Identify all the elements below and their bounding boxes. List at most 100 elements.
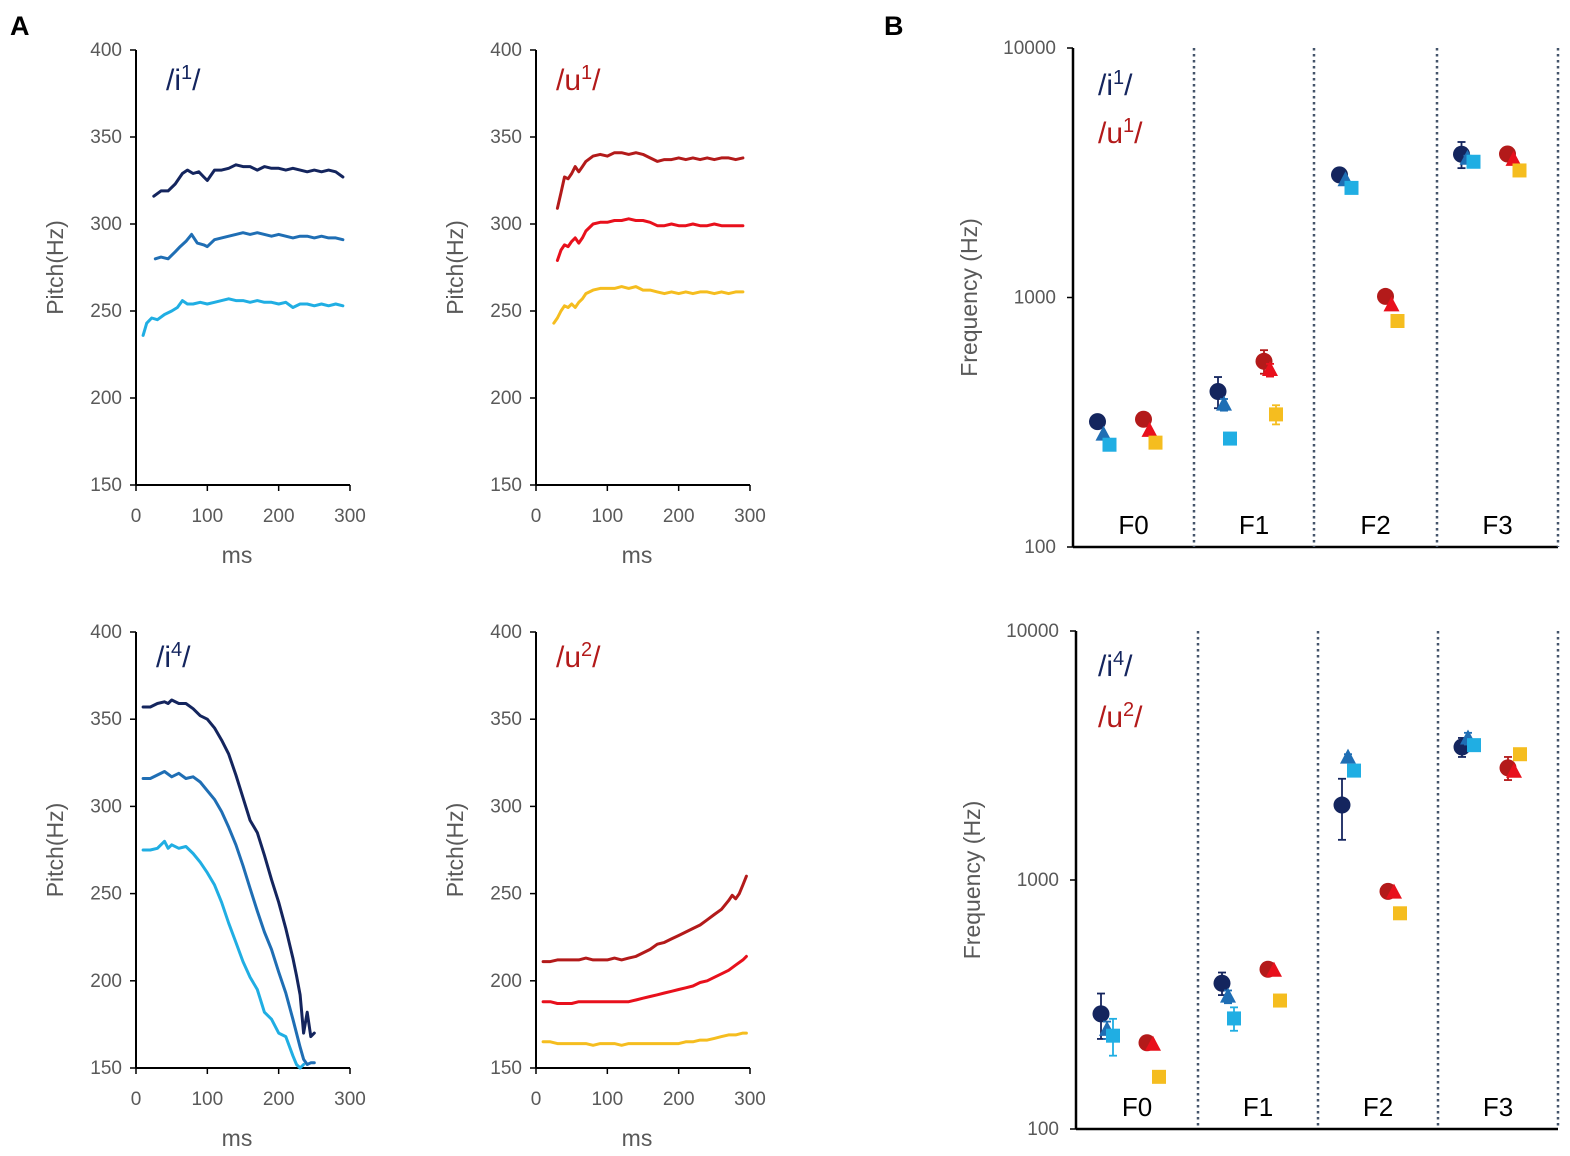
x-tick-label: 0 xyxy=(531,1089,542,1110)
vowel-label-superscript: 2 xyxy=(581,639,592,661)
y-tick-label: 150 xyxy=(90,1058,122,1079)
y-tick-label: 150 xyxy=(90,475,122,496)
legend-label-1-base: /i xyxy=(1098,650,1113,683)
y-tick-label: 300 xyxy=(490,796,522,817)
y-tick-label: 300 xyxy=(90,214,122,235)
marker-square xyxy=(1269,407,1283,422)
vowel-label-base: /i xyxy=(156,641,171,674)
y-tick-label: 350 xyxy=(490,709,522,730)
x-tick-label: 100 xyxy=(591,1089,623,1110)
pitch-series-line-1 xyxy=(541,874,748,964)
legend-label-1-close: / xyxy=(1124,69,1133,102)
x-axis-label: ms xyxy=(222,1125,253,1151)
marker-square xyxy=(1344,180,1359,195)
y-axis-label: Frequency (Hz) xyxy=(959,801,985,959)
x-tick-label: 0 xyxy=(531,506,542,527)
y-tick-label: 350 xyxy=(490,127,522,148)
legend-label-2-superscript: 1 xyxy=(1123,115,1134,137)
x-tick-label: 300 xyxy=(334,506,366,527)
group-label-f2: F2 xyxy=(1363,1092,1393,1122)
marker-square xyxy=(1106,1028,1120,1043)
x-tick-label: 200 xyxy=(263,506,295,527)
pitch-series-line-1 xyxy=(141,698,316,1039)
x-tick-label: 200 xyxy=(663,506,695,527)
y-axis-label: Pitch(Hz) xyxy=(442,803,468,898)
x-tick-label: 100 xyxy=(191,1089,223,1110)
marker-triangle xyxy=(1383,296,1400,312)
y-tick-label: 1000 xyxy=(1017,870,1059,891)
vowel-label-base: /u xyxy=(556,64,581,97)
pitch-series-line-2 xyxy=(153,231,345,261)
x-tick-label: 200 xyxy=(663,1089,695,1110)
marker-square xyxy=(1102,437,1117,452)
y-tick-label: 250 xyxy=(90,301,122,322)
vowel-label: /u1/ xyxy=(556,62,601,97)
y-axis-label: Pitch(Hz) xyxy=(42,220,68,315)
chart-2: 150 200 250 300 350 400 0 100 200 300 ms Pitch(Hz) /… xyxy=(442,40,766,568)
marker-square xyxy=(1512,163,1527,178)
marker-triangle xyxy=(1216,395,1232,411)
group-label-f0: F0 xyxy=(1118,510,1148,540)
legend-label-2-close: / xyxy=(1134,701,1143,734)
x-tick-label: 200 xyxy=(263,1089,295,1110)
x-tick-label: 0 xyxy=(131,506,142,527)
marker-triangle xyxy=(1505,150,1522,166)
group-label-f0: F0 xyxy=(1122,1092,1152,1122)
marker-circle xyxy=(1089,413,1106,431)
y-tick-label: 200 xyxy=(90,971,122,992)
pitch-series-line-3 xyxy=(552,285,745,325)
y-tick-label: 400 xyxy=(90,622,122,643)
y-tick-label: 350 xyxy=(90,127,122,148)
marker-square xyxy=(1390,314,1405,329)
y-tick-label: 10000 xyxy=(1006,621,1059,642)
y-tick-label: 400 xyxy=(90,40,122,61)
y-tick-label: 250 xyxy=(490,884,522,905)
marker-triangle xyxy=(1141,421,1158,437)
legend-label-2: /u2/ xyxy=(1098,699,1143,734)
y-tick-label: 150 xyxy=(490,475,522,496)
pitch-series-line-2 xyxy=(141,770,316,1066)
vowel-label-close: / xyxy=(592,64,601,97)
marker-triangle xyxy=(1145,1035,1161,1051)
marker-square xyxy=(1223,431,1237,446)
legend-label-2-superscript: 2 xyxy=(1123,699,1134,721)
marker-circle xyxy=(1135,410,1152,428)
legend-label-2-base: /u xyxy=(1098,701,1123,734)
x-tick-label: 300 xyxy=(734,506,766,527)
y-tick-label: 1000 xyxy=(1014,288,1056,309)
marker-square xyxy=(1227,1011,1241,1026)
y-tick-label: 300 xyxy=(90,796,122,817)
marker-triangle xyxy=(1386,883,1402,899)
x-tick-label: 100 xyxy=(191,506,223,527)
y-tick-label: 100 xyxy=(1024,537,1056,558)
legend-label-1-base: /i xyxy=(1098,69,1113,102)
marker-circle xyxy=(1092,1005,1110,1023)
vowel-label-base: /u xyxy=(556,641,581,674)
panel-label-a: A xyxy=(10,11,30,41)
y-tick-label: 10000 xyxy=(1003,38,1056,59)
vowel-label-base: /i xyxy=(166,64,181,97)
marker-square xyxy=(1467,738,1481,753)
y-tick-label: 350 xyxy=(90,709,122,730)
marker-circle xyxy=(1213,974,1231,992)
marker-circle xyxy=(1333,796,1351,814)
y-axis-label: Frequency (Hz) xyxy=(956,218,982,376)
pitch-series-line-2 xyxy=(541,954,748,1005)
legend-label-2-close: / xyxy=(1134,117,1143,150)
legend-label-2: /u1/ xyxy=(1098,115,1143,150)
vowel-label-close: / xyxy=(592,641,601,674)
pitch-series-line-3 xyxy=(141,839,306,1070)
marker-square xyxy=(1393,906,1407,921)
group-label-f3: F3 xyxy=(1483,1092,1513,1122)
y-tick-label: 150 xyxy=(490,1058,522,1079)
x-axis-label: ms xyxy=(622,542,653,568)
pitch-series-line-1 xyxy=(555,151,745,210)
x-axis-label: ms xyxy=(222,542,253,568)
vowel-label: /i4/ xyxy=(156,639,191,674)
group-label-f1: F1 xyxy=(1239,510,1269,540)
legend-label-2-base: /u xyxy=(1098,117,1123,150)
legend-label-1-superscript: 1 xyxy=(1113,67,1124,89)
